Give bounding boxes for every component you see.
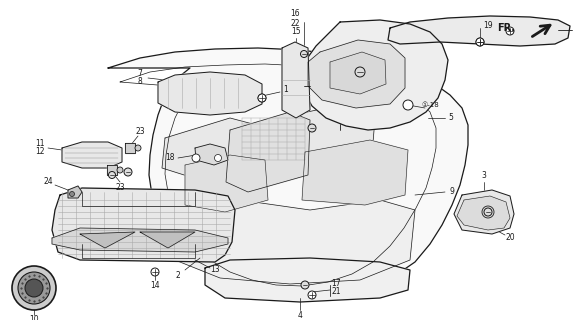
- Polygon shape: [125, 143, 135, 153]
- Circle shape: [301, 281, 309, 289]
- Circle shape: [301, 51, 308, 58]
- Circle shape: [258, 94, 266, 102]
- Text: 14: 14: [150, 281, 160, 290]
- Polygon shape: [268, 105, 375, 170]
- Polygon shape: [330, 52, 386, 94]
- Polygon shape: [185, 155, 268, 212]
- Text: 18: 18: [165, 154, 175, 163]
- Text: 23: 23: [135, 127, 145, 137]
- Polygon shape: [175, 200, 415, 284]
- Polygon shape: [454, 190, 514, 234]
- Text: 4: 4: [298, 310, 302, 319]
- Circle shape: [355, 67, 365, 77]
- Circle shape: [25, 279, 43, 297]
- Circle shape: [117, 167, 123, 173]
- Polygon shape: [107, 165, 117, 175]
- Polygon shape: [162, 118, 268, 180]
- Text: 15: 15: [291, 28, 301, 36]
- Text: 19: 19: [483, 20, 493, 29]
- Text: 1: 1: [283, 85, 289, 94]
- Polygon shape: [52, 228, 228, 252]
- Polygon shape: [282, 42, 310, 118]
- Text: 12: 12: [35, 148, 45, 156]
- Circle shape: [476, 38, 484, 46]
- Circle shape: [109, 172, 116, 179]
- Polygon shape: [195, 144, 228, 165]
- Polygon shape: [62, 142, 122, 168]
- Circle shape: [70, 191, 75, 196]
- Text: 20: 20: [505, 234, 515, 243]
- Text: 11: 11: [35, 140, 45, 148]
- Text: 2: 2: [175, 270, 181, 279]
- Text: 17: 17: [331, 279, 341, 289]
- Circle shape: [12, 266, 56, 310]
- Polygon shape: [226, 112, 310, 192]
- Polygon shape: [308, 40, 405, 108]
- Polygon shape: [108, 48, 468, 298]
- Polygon shape: [302, 20, 448, 130]
- Text: 24: 24: [43, 178, 53, 187]
- Text: FR.: FR.: [497, 23, 515, 33]
- Polygon shape: [205, 258, 410, 302]
- Polygon shape: [52, 188, 235, 262]
- Circle shape: [482, 206, 494, 218]
- Text: 10: 10: [29, 316, 39, 320]
- Circle shape: [308, 291, 316, 299]
- Text: 7: 7: [137, 69, 143, 78]
- Circle shape: [135, 145, 141, 151]
- Polygon shape: [140, 232, 195, 248]
- Text: 8: 8: [137, 77, 143, 86]
- Polygon shape: [302, 140, 408, 205]
- Polygon shape: [457, 196, 510, 230]
- Circle shape: [476, 38, 484, 46]
- Circle shape: [506, 27, 514, 35]
- Text: 3: 3: [482, 172, 486, 180]
- Polygon shape: [388, 16, 570, 46]
- Text: 22: 22: [290, 20, 300, 28]
- Text: ①-18: ①-18: [421, 102, 439, 108]
- Circle shape: [214, 155, 221, 162]
- Circle shape: [403, 100, 413, 110]
- Circle shape: [308, 124, 316, 132]
- Polygon shape: [80, 232, 135, 248]
- Text: 5: 5: [448, 114, 454, 123]
- Polygon shape: [158, 72, 262, 115]
- Circle shape: [258, 94, 266, 102]
- Text: 16: 16: [290, 10, 300, 19]
- Text: 9: 9: [450, 188, 454, 196]
- Text: 23: 23: [115, 183, 125, 193]
- Text: 13: 13: [210, 266, 220, 275]
- Circle shape: [151, 268, 159, 276]
- Circle shape: [192, 154, 200, 162]
- Circle shape: [18, 272, 50, 304]
- Polygon shape: [68, 186, 82, 198]
- Text: 21: 21: [331, 287, 341, 297]
- Circle shape: [484, 208, 492, 216]
- Circle shape: [124, 168, 132, 176]
